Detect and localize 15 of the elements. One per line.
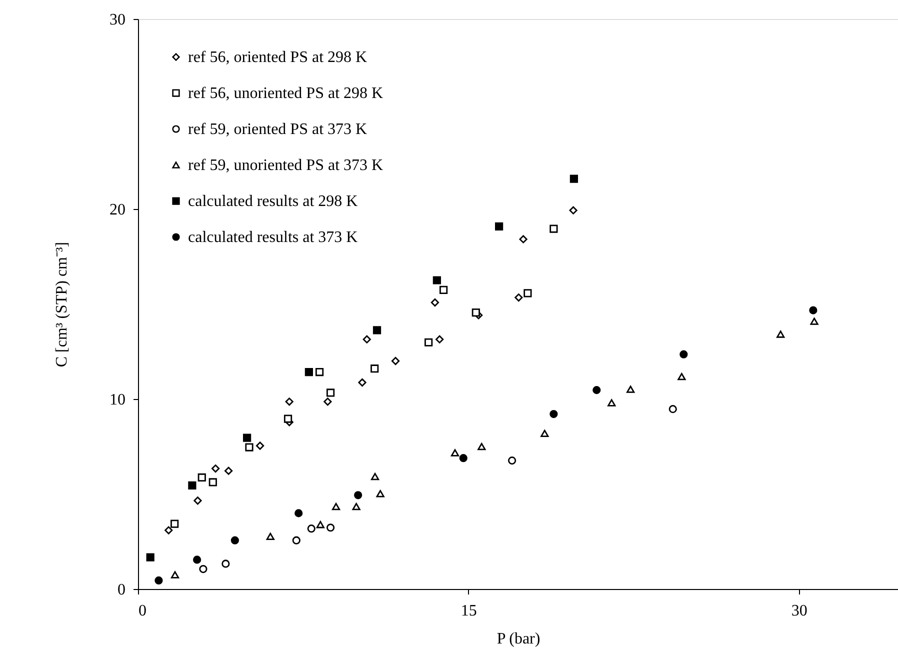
legend-label: calculated results at 373 K <box>188 229 358 246</box>
y-tick-label: 0 <box>118 582 126 598</box>
x-tick-label: 0 <box>138 602 146 620</box>
x-axis-title: P (bar) <box>496 630 540 648</box>
y-tick-label: 20 <box>110 202 126 218</box>
y-axis-title: C [cm³ (STP) cm⁻³] <box>54 242 70 368</box>
x-tick-label: 30 <box>791 602 808 620</box>
legend-label: ref 59, oriented PS at 373 K <box>188 121 368 138</box>
legend-label: calculated results at 298 K <box>188 193 358 210</box>
legend-label: ref 56, oriented PS at 298 K <box>188 49 368 66</box>
legend-label: ref 56, unoriented PS at 298 K <box>188 85 384 102</box>
y-tick-label: 30 <box>110 12 126 28</box>
y-tick-label: 10 <box>110 392 126 408</box>
x-tick-label: 15 <box>460 602 477 620</box>
legend-label: ref 59, unoriented PS at 373 K <box>188 157 384 174</box>
